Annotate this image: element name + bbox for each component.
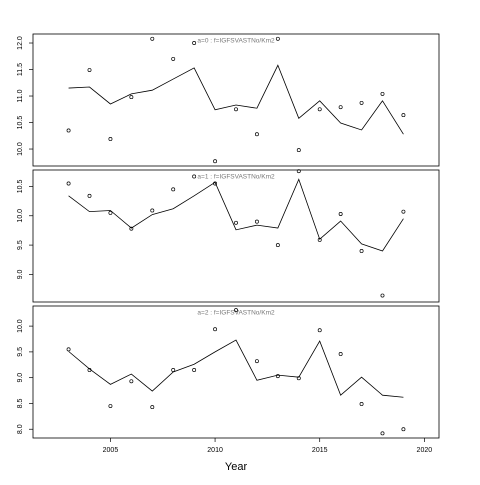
data-point — [254, 359, 259, 364]
data-point — [234, 220, 238, 225]
data-point — [66, 347, 71, 352]
panel-frame — [32, 33, 440, 167]
data-point — [192, 41, 197, 45]
data-point — [108, 137, 113, 141]
y-tick-label: 11.0 — [17, 89, 24, 102]
data-point — [317, 328, 322, 333]
panel-frame — [32, 169, 440, 303]
data-point — [296, 148, 301, 153]
data-line — [68, 64, 404, 135]
data-point — [150, 208, 155, 213]
data-point — [359, 402, 364, 406]
data-point — [317, 107, 322, 112]
data-point — [171, 56, 176, 61]
y-tick-label: 11.5 — [17, 63, 24, 76]
data-point — [150, 36, 155, 41]
data-point — [108, 404, 113, 408]
data-point — [380, 91, 385, 96]
data-point — [401, 113, 406, 118]
x-tick-label: 2015 — [312, 447, 328, 454]
data-point — [129, 226, 134, 231]
panel-title: a=2 : f=IGFSVASTNo/Km2 — [197, 310, 275, 317]
data-point — [213, 327, 218, 332]
data-point — [380, 431, 385, 436]
data-point — [171, 187, 176, 192]
y-tick-label: 9.0 — [17, 373, 24, 383]
data-point — [192, 174, 197, 179]
panel-title: a=1 : f=IGFSVASTNo/Km2 — [197, 174, 275, 181]
data-point — [66, 181, 71, 186]
data-point — [150, 405, 155, 410]
data-point — [401, 209, 406, 214]
x-tick-label: 2005 — [103, 447, 119, 454]
data-point — [213, 159, 218, 164]
x-axis-label: Year — [225, 461, 248, 473]
x-tick-label: 2010 — [207, 447, 223, 454]
y-tick-label: 9.5 — [17, 347, 24, 357]
data-point — [254, 132, 259, 137]
data-point — [275, 243, 280, 248]
data-point — [275, 36, 280, 41]
y-tick-label: 8.0 — [17, 424, 24, 434]
data-point — [234, 107, 238, 112]
data-point — [380, 293, 385, 298]
data-line — [68, 339, 404, 398]
y-tick-label: 10.5 — [17, 116, 24, 130]
data-point — [359, 249, 364, 253]
y-tick-label: 10.0 — [17, 209, 24, 223]
data-point — [66, 128, 71, 133]
data-point — [234, 308, 238, 313]
data-point — [171, 367, 176, 372]
x-tick-label: 2020 — [417, 447, 433, 454]
data-point — [275, 374, 280, 379]
y-tick-label: 9.5 — [17, 240, 24, 250]
data-point — [129, 95, 134, 100]
data-point — [401, 427, 406, 432]
data-point — [338, 352, 343, 356]
y-tick-label: 9.0 — [17, 269, 24, 279]
data-point — [87, 193, 92, 198]
y-tick-label: 10.5 — [17, 180, 24, 194]
y-tick-label: 10.0 — [17, 142, 24, 156]
y-tick-label: 10.0 — [17, 319, 24, 333]
data-point — [296, 169, 301, 174]
data-point — [338, 212, 343, 216]
y-tick-label: 12.0 — [17, 36, 24, 50]
data-point — [338, 105, 343, 110]
panel-frame — [32, 305, 440, 439]
y-tick-label: 8.5 — [17, 398, 24, 408]
data-line — [68, 178, 404, 252]
data-point — [108, 210, 113, 215]
data-point — [87, 68, 92, 72]
data-point — [254, 219, 259, 224]
data-point — [129, 379, 134, 384]
panel-title: a=0 : f=IGFSVASTNo/Km2 — [197, 38, 275, 45]
data-point — [359, 100, 364, 105]
data-point — [192, 367, 197, 372]
